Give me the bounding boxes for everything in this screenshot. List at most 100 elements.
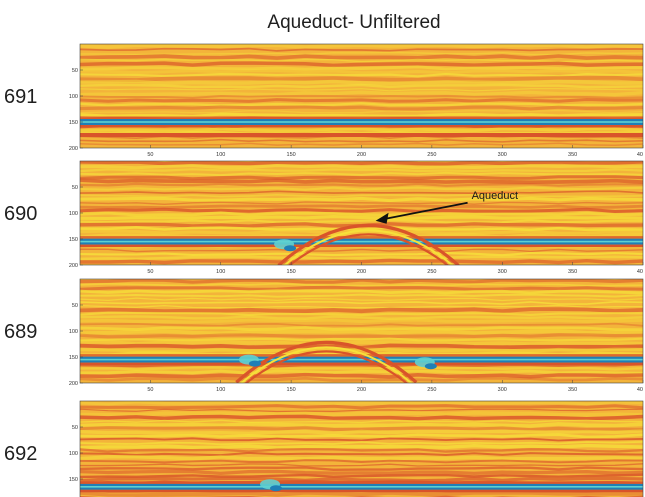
flat-reflector-core (80, 358, 643, 361)
layer-stripe (80, 47, 643, 52)
x-tick-label: 300 (498, 387, 507, 393)
x-tick-label: 350 (568, 269, 577, 275)
y-tick-label: 150 (69, 355, 78, 361)
flat-reflector-edge (80, 116, 643, 119)
x-tick-label: 300 (498, 269, 507, 275)
flat-reflector-edge (80, 481, 643, 484)
layer-stripe (80, 98, 643, 103)
y-tick-label: 150 (69, 120, 78, 126)
layer-stripe (80, 258, 643, 265)
hyperbola-arc (244, 350, 408, 383)
layer-stripe (80, 329, 643, 336)
layer-stripe (80, 307, 643, 314)
layer-stripe (80, 491, 643, 497)
layer-stripe (80, 315, 643, 320)
layer-stripe (80, 75, 643, 82)
panel-label: 690 (4, 203, 37, 225)
layer-stripe (80, 109, 643, 114)
flat-reflector-core (80, 240, 643, 243)
flat-reflector-edge (80, 362, 643, 366)
panel-label: 689 (4, 321, 37, 343)
y-tick-label: 50 (72, 303, 78, 309)
layer-stripe (80, 215, 643, 221)
layer-stripe (80, 211, 643, 217)
layer-stripe (80, 369, 643, 375)
layer-stripe (80, 411, 643, 417)
layer-stripe (80, 255, 643, 261)
annotation-arrowhead (375, 212, 389, 224)
y-tick-label: 150 (69, 237, 78, 243)
x-tick-label: 250 (427, 152, 436, 158)
x-tick-label: 250 (427, 387, 436, 393)
layer-stripe (80, 171, 643, 177)
flat-reflector (80, 133, 643, 137)
y-tick-label: 50 (72, 425, 78, 431)
hyperbola-arc (288, 233, 449, 265)
x-tick-label: 200 (357, 387, 366, 393)
layer-stripe (80, 422, 643, 428)
x-tick-label: 350 (568, 152, 577, 158)
hyperbola-arc (283, 229, 454, 265)
layer-stripe (80, 293, 643, 298)
y-tick-label: 50 (72, 68, 78, 74)
layer-stripe (80, 279, 643, 284)
x-tick-label: 300 (498, 152, 507, 158)
y-tick-label: 50 (72, 185, 78, 191)
layer-stripe (80, 466, 643, 471)
layer-stripe (80, 448, 643, 453)
annotation-label: Aqueduct (472, 190, 518, 202)
y-tick-label: 100 (69, 451, 78, 457)
layer-stripe (80, 318, 643, 324)
layer-stripe (80, 175, 643, 181)
layer-stripe (80, 476, 643, 483)
x-tick-label: 50 (147, 152, 153, 158)
layer-stripe (80, 178, 643, 185)
layer-stripe (80, 459, 643, 464)
layer-stripe (80, 297, 643, 302)
layer-stripe (80, 58, 643, 63)
layer-stripe (80, 222, 643, 228)
anomaly-spot (424, 363, 437, 370)
x-tick-label: 40 (637, 269, 643, 275)
y-tick-label: 100 (69, 211, 78, 217)
layer-stripe (80, 94, 643, 99)
x-tick-label: 100 (216, 387, 225, 393)
layer-stripe (80, 190, 643, 195)
layer-stripe (80, 90, 643, 97)
layer-stripe (80, 54, 643, 61)
layer-stripe (80, 333, 643, 339)
y-tick-label: 200 (69, 381, 78, 387)
layer-stripe (80, 207, 643, 214)
radargram-image (80, 44, 643, 148)
layer-stripe (80, 112, 643, 118)
flat-reflector-edge (80, 125, 643, 128)
layer-stripe (80, 372, 643, 379)
x-tick-label: 100 (216, 269, 225, 275)
hyperbola-arc (277, 223, 460, 265)
layer-stripe (80, 311, 643, 317)
layer-stripe (80, 61, 643, 68)
layer-stripe (80, 343, 643, 350)
layer-stripe (80, 463, 643, 467)
layer-stripe (80, 339, 643, 346)
panel-690: 690 50 100 150 200 50 100 150 200 250 300 350 40 Aque… (4, 160, 644, 275)
y-tick-label: 100 (69, 329, 78, 335)
y-tick-label: 150 (69, 477, 78, 483)
figure-title: Aqueduct- Unfiltered (267, 12, 440, 33)
layer-stripe (80, 204, 643, 210)
layer-stripe (80, 419, 643, 424)
layer-stripe (80, 414, 643, 421)
layer-stripe (80, 105, 643, 111)
layer-stripe (80, 440, 643, 446)
layer-stripe (80, 300, 643, 305)
y-tick-label: 200 (69, 146, 78, 152)
x-tick-label: 50 (147, 269, 153, 275)
layer-stripe (80, 83, 643, 89)
annotation-arrow-line (385, 201, 468, 220)
anomaly-spot (284, 245, 297, 252)
layer-stripe (80, 326, 643, 331)
flat-reflector-edge (80, 354, 643, 357)
layer-stripe (80, 437, 643, 442)
x-tick-label: 150 (287, 387, 296, 393)
